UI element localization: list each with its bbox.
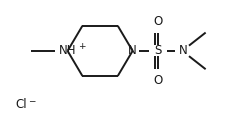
Text: N: N — [179, 44, 187, 57]
Text: NH: NH — [59, 44, 76, 57]
Text: N: N — [128, 44, 137, 57]
Text: O: O — [153, 74, 162, 87]
Text: S: S — [154, 44, 161, 57]
Text: Cl: Cl — [15, 98, 27, 110]
Text: −: − — [28, 96, 36, 106]
Text: O: O — [153, 15, 162, 28]
Text: +: + — [78, 42, 85, 51]
